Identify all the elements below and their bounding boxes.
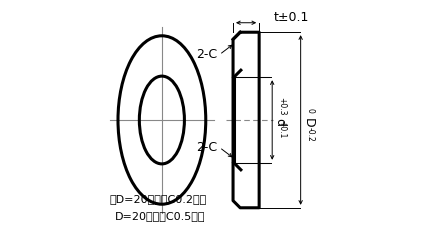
Text: ＊D=20未満：C0.2以下: ＊D=20未満：C0.2以下 bbox=[110, 194, 207, 204]
Text: 2-C: 2-C bbox=[197, 141, 218, 154]
Text: d: d bbox=[273, 118, 286, 126]
Text: 2-C: 2-C bbox=[197, 48, 218, 61]
Text: t±0.1: t±0.1 bbox=[274, 12, 309, 24]
Text: D: D bbox=[302, 118, 315, 127]
Text: D=20以上：C0.5以下: D=20以上：C0.5以下 bbox=[114, 211, 205, 221]
Text: -0.2: -0.2 bbox=[306, 127, 315, 142]
Text: +0.1: +0.1 bbox=[277, 120, 286, 139]
Text: 0: 0 bbox=[306, 108, 315, 113]
Text: +0.3: +0.3 bbox=[277, 96, 286, 115]
